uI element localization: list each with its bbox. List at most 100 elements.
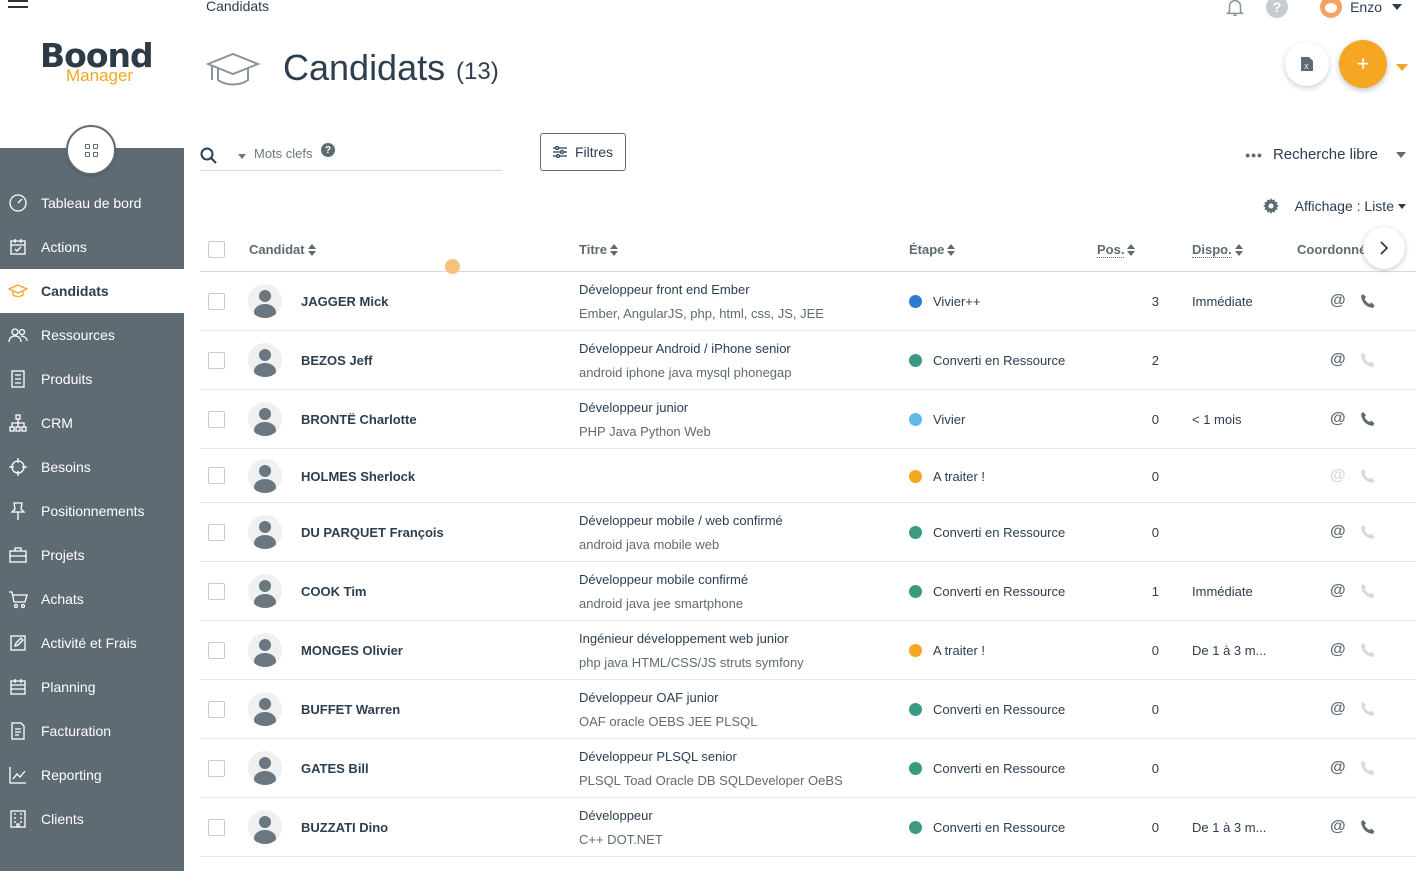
phone-icon[interactable] — [1360, 524, 1376, 540]
candidate-title[interactable]: Développeur front end Ember — [579, 282, 750, 297]
filters-button[interactable]: Filtres — [540, 133, 626, 171]
search-help-icon[interactable]: ? — [321, 143, 335, 157]
candidate-title[interactable]: Développeur mobile confirmé — [579, 572, 749, 587]
avatar[interactable] — [248, 284, 282, 318]
column-header-pos[interactable]: Pos. — [1097, 242, 1136, 258]
scroll-right-button[interactable] — [1363, 227, 1405, 269]
phone-icon[interactable] — [1360, 642, 1376, 658]
row-checkbox[interactable] — [208, 293, 225, 310]
avatar[interactable] — [248, 692, 282, 726]
sidebar-item-tableau-de-bord[interactable]: Tableau de bord — [0, 181, 184, 225]
app-logo[interactable]: Boond Manager — [40, 36, 154, 86]
email-icon[interactable]: @ — [1330, 467, 1346, 484]
avatar[interactable] — [248, 343, 282, 377]
sidebar-item-achats[interactable]: Achats — [0, 577, 184, 621]
column-header-etape[interactable]: Étape — [909, 242, 956, 257]
email-icon[interactable]: @ — [1330, 641, 1346, 658]
row-checkbox[interactable] — [208, 701, 225, 718]
export-excel-button[interactable]: X — [1285, 42, 1329, 86]
table-row[interactable]: HOLMES Sherlock A traiter ! 0 @ — [200, 449, 1416, 503]
row-checkbox[interactable] — [208, 642, 225, 659]
candidate-name[interactable]: COOK Tim — [301, 584, 367, 599]
candidate-title[interactable]: Développeur mobile / web confirmé — [579, 513, 783, 528]
sidebar-item-activit-et-frais[interactable]: Activité et Frais — [0, 621, 184, 665]
sidebar-item-candidats[interactable]: Candidats — [0, 269, 184, 313]
phone-icon[interactable] — [1360, 352, 1376, 368]
row-checkbox[interactable] — [208, 411, 225, 428]
avatar[interactable] — [248, 574, 282, 608]
user-avatar[interactable] — [1320, 0, 1343, 18]
bell-icon[interactable] — [1224, 0, 1246, 18]
phone-icon[interactable] — [1360, 293, 1376, 309]
candidate-name[interactable]: GATES Bill — [301, 761, 369, 776]
table-row[interactable]: BUFFET Warren Développeur OAF junior OAF o… — [200, 680, 1416, 739]
email-icon[interactable]: @ — [1330, 759, 1346, 776]
avatar[interactable] — [248, 515, 282, 549]
table-row[interactable]: COOK Tim Développeur mobile confirmé andro… — [200, 562, 1416, 621]
email-icon[interactable]: @ — [1330, 351, 1346, 368]
candidate-name[interactable]: BEZOS Jeff — [301, 353, 373, 368]
email-icon[interactable]: @ — [1330, 523, 1346, 540]
select-all-checkbox[interactable] — [208, 241, 225, 258]
candidate-title[interactable]: Développeur OAF junior — [579, 690, 719, 705]
candidate-name[interactable]: DU PARQUET François — [301, 525, 444, 540]
candidate-title[interactable]: Développeur PLSQL senior — [579, 749, 737, 764]
sidebar-item-actions[interactable]: Actions — [0, 225, 184, 269]
column-header-candidat[interactable]: Candidat — [249, 242, 316, 257]
column-header-dispo[interactable]: Dispo. — [1192, 242, 1243, 258]
sidebar-item-positionnements[interactable]: Positionnements — [0, 489, 184, 533]
row-checkbox[interactable] — [208, 583, 225, 600]
row-checkbox[interactable] — [208, 760, 225, 777]
phone-icon[interactable] — [1360, 583, 1376, 599]
display-mode-selector[interactable]: Affichage : Liste — [1262, 198, 1406, 214]
phone-icon[interactable] — [1360, 411, 1376, 427]
phone-icon[interactable] — [1360, 819, 1376, 835]
table-row[interactable]: GATES Bill Développeur PLSQL senior PLSQL … — [200, 739, 1416, 798]
sidebar-item-planning[interactable]: Planning — [0, 665, 184, 709]
sidebar-item-reporting[interactable]: Reporting — [0, 753, 184, 797]
column-header-coordonnees[interactable]: Coordonné — [1297, 242, 1366, 257]
table-row[interactable]: JAGGER Mick Développeur front end Ember Em… — [200, 272, 1416, 331]
candidate-title[interactable]: Développeur junior — [579, 400, 689, 415]
avatar[interactable] — [248, 633, 282, 667]
search-input[interactable] — [254, 146, 494, 161]
row-checkbox[interactable] — [208, 819, 225, 836]
gear-icon[interactable] — [1262, 198, 1279, 214]
sidebar-item-produits[interactable]: Produits — [0, 357, 184, 401]
breadcrumb[interactable]: Candidats — [206, 0, 270, 14]
free-search-toggle[interactable]: ••• Recherche libre — [1245, 146, 1406, 163]
search-icon[interactable] — [200, 147, 218, 165]
email-icon[interactable]: @ — [1330, 582, 1346, 599]
avatar[interactable] — [248, 459, 282, 493]
candidate-name[interactable]: HOLMES Sherlock — [301, 469, 416, 484]
phone-icon[interactable] — [1360, 701, 1376, 717]
table-row[interactable]: BEZOS Jeff Développeur Android / iPhone s… — [200, 331, 1416, 390]
user-name[interactable]: Enzo — [1350, 0, 1382, 15]
candidate-title[interactable]: Ingénieur développement web junior — [579, 631, 789, 646]
hamburger-menu-icon[interactable] — [8, 0, 28, 8]
email-icon[interactable]: @ — [1330, 410, 1346, 427]
row-checkbox[interactable] — [208, 352, 225, 369]
email-icon[interactable]: @ — [1330, 818, 1346, 835]
column-resize-handle[interactable] — [445, 259, 460, 274]
add-button[interactable]: + — [1339, 40, 1387, 88]
sidebar-item-facturation[interactable]: Facturation — [0, 709, 184, 753]
apps-grid-button[interactable] — [66, 125, 116, 175]
help-button[interactable]: ? — [1266, 0, 1289, 18]
phone-icon[interactable] — [1360, 760, 1376, 776]
email-icon[interactable]: @ — [1330, 700, 1346, 717]
search-type-chevron-down-icon[interactable] — [238, 154, 246, 159]
phone-icon[interactable] — [1360, 468, 1376, 484]
row-checkbox[interactable] — [208, 524, 225, 541]
candidate-name[interactable]: BUZZATI Dino — [301, 820, 389, 835]
table-row[interactable]: MONGES Olivier Ingénieur développement we… — [200, 621, 1416, 680]
candidate-title[interactable]: Développeur Android / iPhone senior — [579, 341, 791, 356]
column-header-titre[interactable]: Titre — [579, 242, 618, 257]
email-icon[interactable]: @ — [1330, 292, 1346, 309]
row-checkbox[interactable] — [208, 467, 225, 484]
add-menu-chevron-down-icon[interactable] — [1396, 64, 1408, 71]
table-row[interactable]: DU PARQUET François Développeur mobile / … — [200, 503, 1416, 562]
avatar[interactable] — [248, 810, 282, 844]
candidate-name[interactable]: JAGGER Mick — [301, 294, 389, 309]
sidebar-item-crm[interactable]: CRM — [0, 401, 184, 445]
